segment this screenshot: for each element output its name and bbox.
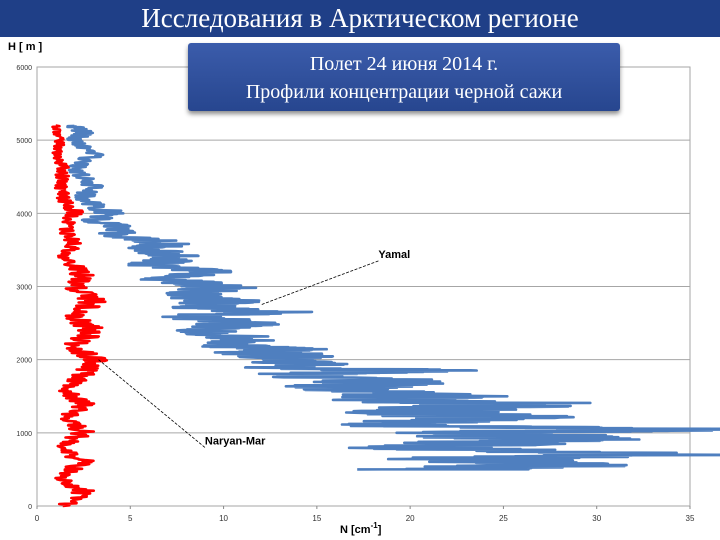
series-line-yamal — [66, 124, 720, 471]
profile-title: Профили концентрации черной сажи — [245, 81, 563, 103]
flight-info-callout: Полет 24 июня 2014 г. Профили концентрац… — [188, 43, 620, 111]
x-axis-label-base: N [cm — [340, 524, 371, 536]
y-tick-label: 3000 — [16, 285, 32, 292]
x-tick-label: 0 — [35, 514, 40, 523]
annotation-leader-yamal — [260, 260, 379, 306]
annotation-leader-naryan-mar — [98, 359, 206, 448]
x-tick-label: 10 — [219, 514, 228, 523]
x-axis-label-close: ] — [378, 524, 382, 536]
page-title: Исследования в Арктическом регионе — [0, 0, 720, 37]
y-tick-label: 6000 — [16, 65, 32, 72]
x-tick-label: 15 — [312, 514, 321, 523]
x-tick-label: 35 — [686, 514, 695, 523]
chart-tick-labels: 0 1000 2000 3000 4000 5000 6000 0 5 10 15 20 25 30 35 — [16, 65, 695, 523]
x-tick-label: 30 — [592, 514, 601, 523]
series-line-naryan-mar — [51, 124, 109, 508]
x-axis-label-exponent: -1 — [371, 521, 379, 530]
flight-date: Полет 24 июня 2014 г. — [309, 53, 499, 75]
y-tick-label: 5000 — [16, 138, 32, 145]
x-tick-label: 20 — [406, 514, 415, 523]
chart-annotations: Yamal Naryan-Mar — [98, 249, 410, 448]
y-tick-label: 4000 — [16, 211, 32, 218]
y-axis-label: H [ m ] — [8, 41, 43, 53]
x-axis-label: N [cm-1] — [340, 521, 382, 536]
annotation-label-yamal: Yamal — [378, 249, 410, 261]
annotation-label-naryan-mar: Naryan-Mar — [205, 435, 266, 447]
y-tick-label: 2000 — [16, 358, 32, 365]
x-tick-label: 5 — [128, 514, 133, 523]
y-tick-label: 1000 — [16, 431, 32, 438]
chart-axes — [36, 66, 691, 509]
x-tick-label: 25 — [499, 514, 508, 523]
chart-series — [51, 124, 720, 508]
y-tick-label: 0 — [28, 504, 32, 511]
